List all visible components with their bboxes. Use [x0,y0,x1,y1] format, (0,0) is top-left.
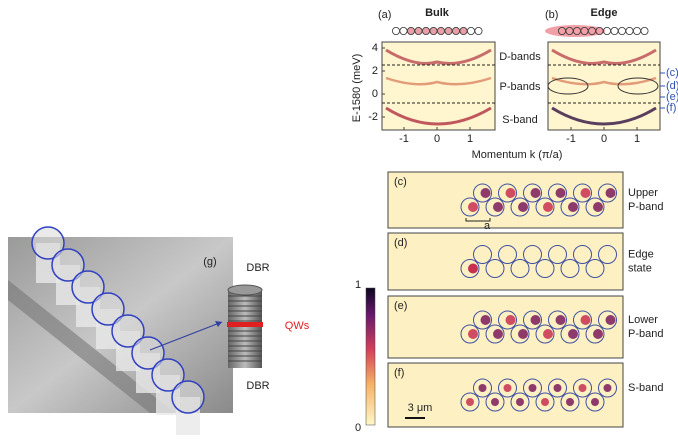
intensity-spot [581,188,591,198]
lattice-label: a [484,220,491,232]
y-tick-label: 2 [372,65,378,77]
intensity-spot [606,188,616,198]
intensity-spot [468,264,478,274]
mode-marker: (c) [666,67,678,79]
intensity-spot [591,398,599,406]
intensity-spot [541,398,549,406]
intensity-spot [529,384,537,392]
scale-bar-label: 3 μm [408,402,433,414]
lattice-site [611,27,618,34]
panel-label: (b) [545,9,558,21]
map-label: (e) [394,300,407,312]
intensity-spot [493,202,503,212]
intensity-spot [531,188,541,198]
x-tick-label: -1 [399,133,409,145]
intensity-spot [468,329,478,339]
intensity-spot [568,202,578,212]
intensity-spot [504,384,512,392]
intensity-spot [481,188,491,198]
colorbar-min: 0 [355,422,361,434]
intensity-spot [543,202,553,212]
band-label: S-band [502,114,537,126]
intensity-spot [554,384,562,392]
intensity-spot [568,329,578,339]
lattice-site [445,27,452,34]
intensity-spot [506,188,516,198]
intensity-spot [518,329,528,339]
lattice-site [460,27,467,34]
map-name: S-band [628,382,663,394]
x-tick-label: -1 [566,133,576,145]
panel-title: Bulk [425,7,450,19]
intensity-spot [481,315,491,325]
panel-label: (g) [203,256,216,268]
intensity-spot [606,315,616,325]
lattice-site [422,27,429,34]
y-tick-label: -2 [368,111,378,123]
x-axis-label: Momentum k (π/a) [472,149,563,161]
colorbar [366,288,375,425]
intensity-spot [531,315,541,325]
intensity-spot [593,202,603,212]
mode-marker: (f) [666,102,676,114]
x-tick-label: 1 [634,133,640,145]
intensity-spot [556,188,566,198]
x-tick-label: 0 [601,133,607,145]
intensity-spot [468,202,478,212]
lattice-site [392,27,399,34]
x-tick-label: 1 [467,133,473,145]
lattice-site [415,27,422,34]
intensity-spot [518,202,528,212]
lattice-site [641,27,648,34]
panel-title: Edge [591,7,618,19]
intensity-spot [466,398,474,406]
band-label: D-bands [499,51,541,63]
pillar-top [228,285,262,295]
map-label: (f) [394,367,404,379]
intensity-spot [543,329,553,339]
intensity-spot [604,384,612,392]
dbr-label: DBR [246,262,269,274]
intensity-spot [579,384,587,392]
band-label: P-bands [500,81,541,93]
map-name: Edgestate [628,248,654,274]
x-tick-label: 0 [434,133,440,145]
lattice-site [475,27,482,34]
intensity-spot [493,329,503,339]
intensity-spot [566,398,574,406]
figure: (a) Bulk (b) Edge E-1580 (meV) Momentum … [0,0,678,435]
map-label: (d) [394,237,407,249]
lattice-site [430,27,437,34]
intensity-spot [581,315,591,325]
qw-label: QWs [285,320,310,332]
lattice-site [626,27,633,34]
intensity-spot [491,398,499,406]
y-axis-label: E-1580 (meV) [351,54,363,122]
quantum-well [227,322,263,327]
colorbar-max: 1 [355,279,361,291]
lattice-site [452,27,459,34]
lattice-site [437,27,444,34]
lattice-site [633,27,640,34]
map-label: (c) [394,176,407,188]
intensity-spot [516,398,524,406]
intensity-spot [593,329,603,339]
intensity-spot [506,315,516,325]
lattice-site [618,27,625,34]
content [8,25,665,435]
intensity-spot [479,384,487,392]
y-tick-label: 0 [372,88,378,100]
pillar-outline [172,381,204,413]
intensity-spot [556,315,566,325]
panel-label: (a) [378,9,391,21]
lattice-site [400,27,407,34]
lattice-site [467,27,474,34]
lattice-site [407,27,414,34]
dbr-label: DBR [246,380,269,392]
y-tick-label: 4 [372,42,378,54]
